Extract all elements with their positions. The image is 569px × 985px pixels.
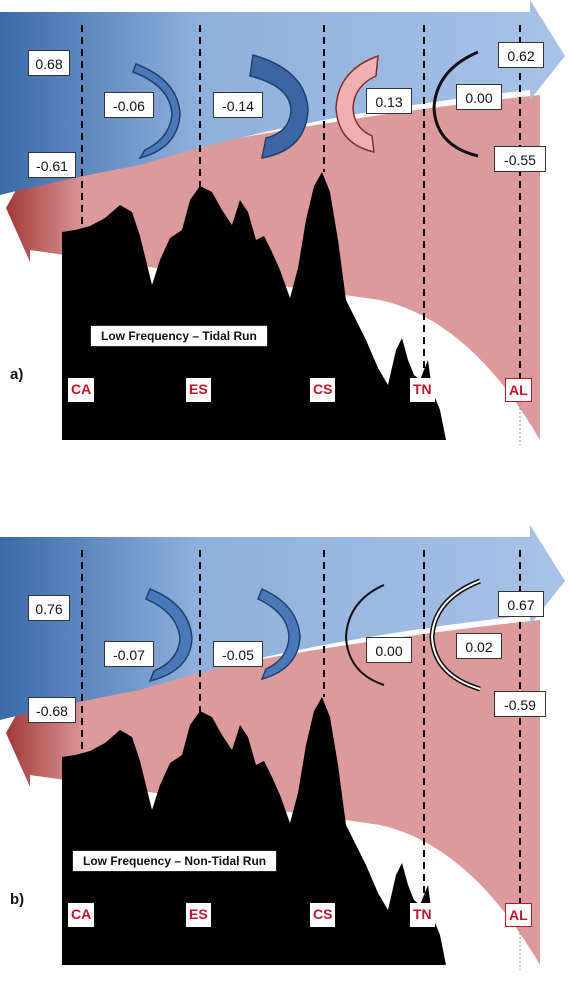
site-label-tn: TN	[410, 378, 435, 402]
value-right-bottom: -0.59	[494, 691, 546, 717]
run-label: Low Frequency – Non-Tidal Run	[72, 850, 278, 872]
panel-a-diagram	[0, 0, 565, 445]
value-arc-1: -0.07	[104, 641, 154, 667]
value-arc-4: 0.00	[456, 84, 502, 110]
value-arc-2: -0.14	[213, 92, 263, 118]
value-left-top: 0.76	[28, 595, 70, 621]
value-arc-1: -0.06	[104, 92, 154, 118]
value-arc-3: 0.13	[366, 88, 412, 114]
value-arc-4: 0.02	[456, 633, 502, 659]
site-label-cs: CS	[310, 903, 336, 927]
panel-a: 0.68 -0.61 -0.06 -0.14 0.13 0.00 0.62 -0…	[0, 0, 569, 460]
terrain-profile	[62, 697, 446, 965]
site-label-es: ES	[186, 378, 211, 402]
panel-b: 0.76 -0.68 -0.07 -0.05 0.00 0.02 0.67 -0…	[0, 525, 569, 985]
value-left-bottom: -0.61	[28, 152, 76, 178]
arc-1	[145, 588, 193, 683]
site-label-ca: CA	[68, 378, 95, 402]
value-left-top: 0.68	[28, 50, 70, 76]
arc-2	[249, 54, 309, 159]
arc-2	[257, 587, 301, 681]
panel-tag: a)	[10, 366, 24, 383]
inflow-arrow	[0, 0, 565, 195]
panel-b-diagram	[0, 525, 565, 970]
site-label-es: ES	[186, 903, 211, 927]
arc-1	[132, 63, 181, 160]
site-label-cs: CS	[310, 378, 336, 402]
station-lines	[81, 550, 521, 905]
site-label-al: AL	[505, 378, 532, 402]
terrain-profile	[62, 172, 446, 440]
panel-tag: b)	[10, 891, 25, 908]
inflow-arrow	[0, 525, 565, 720]
site-label-al: AL	[505, 903, 532, 927]
value-left-bottom: -0.68	[28, 697, 76, 723]
arc-3	[344, 584, 385, 686]
site-label-tn: TN	[410, 903, 435, 927]
station-lines	[81, 25, 521, 380]
value-arc-3: 0.00	[366, 637, 412, 663]
value-arc-2: -0.05	[213, 641, 263, 667]
run-label: Low Frequency – Tidal Run	[90, 325, 268, 347]
site-label-ca: CA	[68, 903, 95, 927]
arc-3	[335, 54, 379, 153]
value-right-bottom: -0.55	[494, 146, 546, 172]
value-right-top: 0.62	[498, 42, 544, 68]
arc-4	[432, 50, 479, 158]
value-right-top: 0.67	[498, 591, 544, 617]
